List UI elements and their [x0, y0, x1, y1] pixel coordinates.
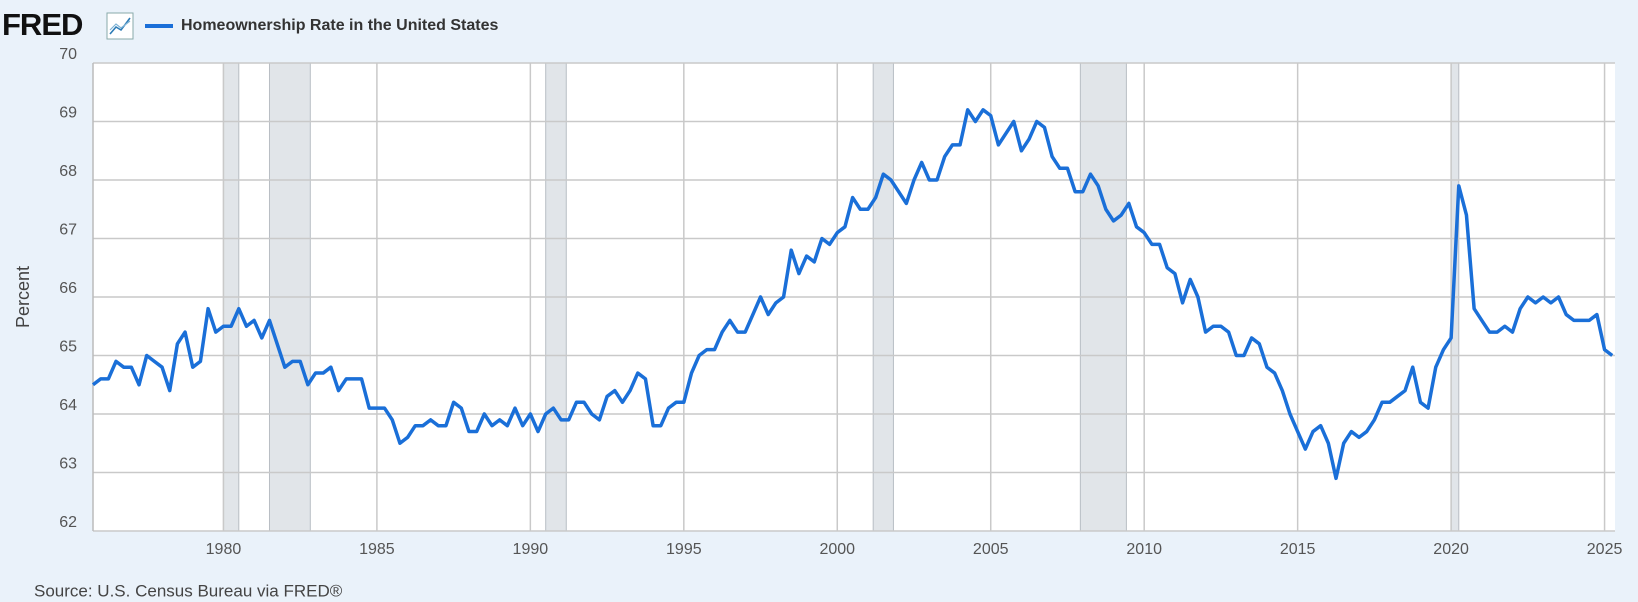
- y-tick-label: 67: [59, 222, 77, 239]
- x-tick-label: 1995: [666, 541, 702, 558]
- x-tick-label: 2015: [1280, 541, 1316, 558]
- x-tick-label: 2025: [1587, 541, 1623, 558]
- y-tick-label: 69: [59, 105, 77, 122]
- x-tick-label: 2020: [1433, 541, 1469, 558]
- legend-label: Homeownership Rate in the United States: [181, 17, 498, 34]
- x-tick-label: 1980: [206, 541, 242, 558]
- y-tick-label: 70: [59, 46, 77, 63]
- source: Source: U.S. Census Bureau via FRED®: [34, 581, 343, 600]
- y-tick-label: 64: [59, 397, 77, 414]
- y-tick-label: 65: [59, 339, 77, 356]
- series-line: [91, 108, 1614, 481]
- y-tick-label: 62: [59, 514, 77, 531]
- x-tick-label: 1990: [513, 541, 549, 558]
- x-tick-label: 2010: [1126, 541, 1162, 558]
- logo[interactable]: FRED: [2, 7, 84, 42]
- x-tick-label: 2000: [819, 541, 855, 558]
- logo-icon: [106, 12, 134, 40]
- x-tick-label: 1985: [359, 541, 395, 558]
- y-axis-label: Percent: [13, 266, 33, 328]
- x-tick-label: 2005: [973, 541, 1009, 558]
- y-tick-label: 63: [59, 456, 77, 473]
- y-tick-label: 68: [59, 163, 77, 180]
- y-tick-label: 66: [59, 280, 77, 297]
